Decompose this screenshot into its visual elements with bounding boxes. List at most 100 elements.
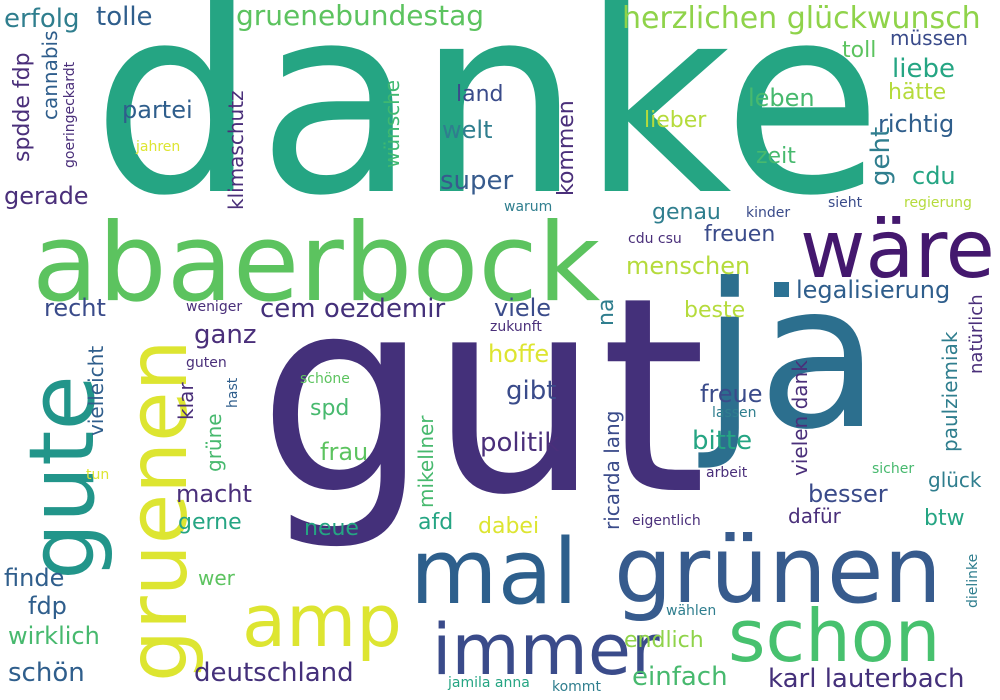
word-kommen: kommen [554,100,579,196]
word-weniger: weniger [186,299,243,315]
word-liebe: liebe [892,54,955,84]
word-eigentlich: eigentlich [632,513,701,529]
word-schon: schon [728,594,941,678]
word-bitte: bitte [692,426,753,456]
word-herzlichen-glueckwunsch: herzlichen glückwunsch [622,1,981,36]
word-gerade: gerade [4,182,89,210]
word-freuen: freuen [704,222,776,247]
word-neue: neue [304,516,359,541]
word-goeringeckardt: goeringeckardt [62,61,78,168]
word-wirklich: wirklich [8,622,100,650]
word-gibt: gibt [506,376,557,406]
word-tun: tun [86,467,110,483]
word-hoffe: hoffe [488,340,550,368]
word-dielinke: dielinke [965,553,981,608]
word-muessen: müssen [890,26,968,50]
word-danke: danke [92,0,883,253]
word-spdde-fdp: spdde fdp [10,52,35,162]
word-klar: klar [174,382,198,420]
word-btw: btw [924,506,965,531]
word-cannabis: cannabis [38,30,62,120]
word-geht: geht [866,126,896,186]
word-endlich: endlich [624,628,704,653]
word-fdp: fdp [28,592,67,620]
word-gruene: grüne [202,413,226,472]
word-cdu: cdu [912,162,956,190]
word-wer: wer [198,566,235,590]
word-ganz: ganz [194,320,257,350]
word-sieht: sieht [828,195,863,211]
word-arbeit: arbeit [706,465,748,481]
word-amp: amp [242,579,402,663]
word-lassen: lassen [712,405,757,421]
word-warum: warum [504,199,553,215]
word-mikellner: mikellner [414,415,438,508]
word-tolle: tolle [96,2,153,32]
word-finde: finde [4,564,65,592]
word-gerne: gerne [178,510,242,535]
word-hast: hast [225,377,241,408]
word-jahren: jahren [136,139,181,155]
word-genau: genau [652,200,721,225]
word-toll: toll [842,38,877,63]
word-waere: wäre [800,203,995,296]
word-dabei: dabei [478,514,540,539]
word-schoen: schön [8,658,85,688]
word-glueck: glück [928,468,982,492]
word-waehlen: wählen [666,603,717,619]
word-recht: recht [44,294,106,322]
word-regierung: regierung [904,195,972,211]
word-erfolg: erfolg [4,4,80,34]
word-freue: freue [700,380,763,408]
word-menschen: menschen [626,252,751,280]
word-legalisierung: legalisierung [796,276,951,304]
word-lieber: lieber [644,108,707,133]
word-spd: spd [310,396,350,421]
word-guten: guten [186,355,227,371]
word-mal: mal [410,520,578,625]
word-immer: immer [432,609,660,691]
word-land: land [456,82,504,107]
word-jamila-anna: jamila anna [448,675,530,691]
word-klimaschutz: klimaschutz [224,90,248,210]
word-richtig: richtig [878,110,955,138]
word-gruenen: grünen [614,517,942,624]
word-frau: frau [320,438,369,466]
word-vielen-dank: vielen dank [788,360,812,476]
word-macht: macht [176,480,252,508]
word-natuerlich: natürlich [966,294,987,374]
word-kinder: kinder [746,205,791,221]
word-gruenebundestag: gruenebundestag [236,0,484,32]
square-marker [774,282,789,297]
word-cem-oezdemir: cem oezdemir [260,294,446,324]
word-politik: politik [480,428,560,458]
word-karl-lauterbach: karl lauterbach [768,664,965,694]
word-dafuer: dafür [788,504,841,528]
word-super: super [440,166,514,196]
word-besser: besser [808,480,888,508]
word-sicher: sicher [872,461,915,477]
word-cdu-csu: cdu csu [628,231,682,247]
word-haette: hätte [888,80,947,105]
word-abaerbock: abaerbock [32,201,601,326]
word-vielleicht: vielleicht [84,345,108,436]
word-paulziemiak: paulziemiak [938,331,962,452]
word-gut: gut [258,239,707,554]
word-ja: ja [702,241,881,474]
word-viele: viele [494,294,552,322]
word-welt: welt [442,116,493,144]
word-zukunft: zukunft [490,319,542,335]
word-leben: leben [748,84,815,112]
word-na: na [594,298,619,326]
word-zeit: zeit [756,144,796,169]
word-beste: beste [684,298,746,323]
word-deutschland: deutschland [194,658,354,688]
word-partei: partei [122,96,193,124]
word-afd: afd [418,510,454,535]
word-kommt: kommt [552,679,601,695]
word-ricarda-lang: ricarda lang [600,410,624,530]
word-einfach: einfach [632,662,728,692]
word-schoene: schöne [300,371,350,387]
word-wuensche: wünsche [380,79,404,168]
